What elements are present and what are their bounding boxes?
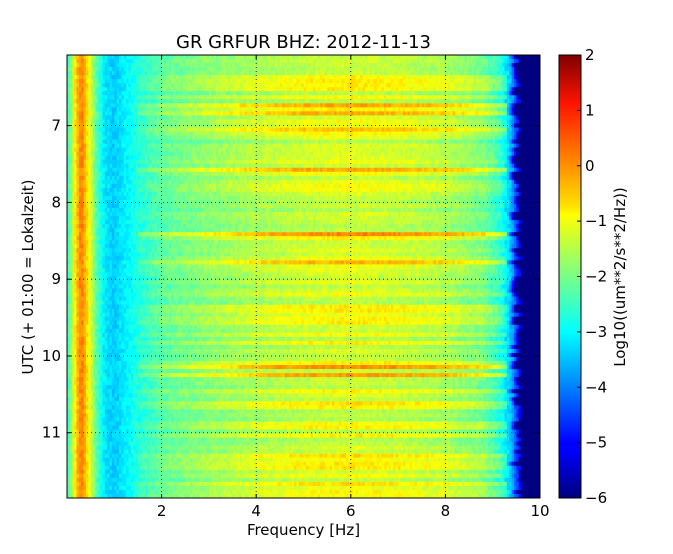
spectrogram-heatmap (67, 55, 541, 499)
chart-title: GR GRFUR BHZ: 2012-11-13 (176, 32, 431, 53)
